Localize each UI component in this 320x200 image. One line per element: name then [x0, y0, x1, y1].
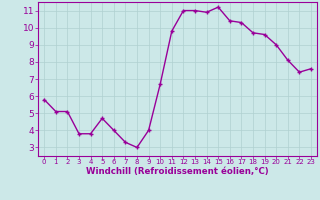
- X-axis label: Windchill (Refroidissement éolien,°C): Windchill (Refroidissement éolien,°C): [86, 167, 269, 176]
